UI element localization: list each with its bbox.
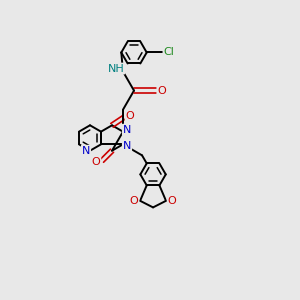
Text: O: O (92, 157, 100, 167)
Text: Cl: Cl (164, 47, 175, 58)
Text: O: O (130, 196, 139, 206)
Text: O: O (168, 196, 176, 206)
Text: O: O (126, 111, 134, 121)
Text: N: N (82, 146, 90, 156)
Text: O: O (158, 85, 166, 96)
Text: N: N (123, 124, 131, 135)
Text: N: N (123, 141, 131, 152)
Text: NH: NH (108, 64, 124, 74)
